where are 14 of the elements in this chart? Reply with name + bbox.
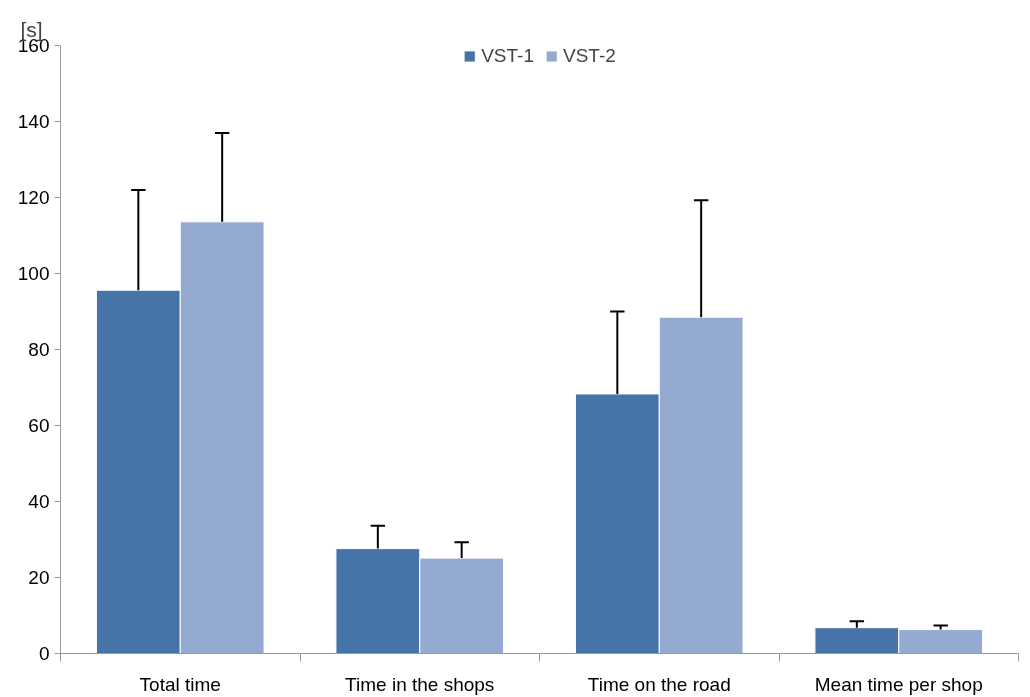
legend-label: VST-2 [563, 45, 616, 67]
x-tick-label: Total time [139, 673, 221, 695]
x-tick-label: Mean time per shop [814, 673, 983, 695]
y-tick-label: 120 [17, 187, 50, 208]
y-tick-label: 60 [28, 415, 50, 436]
x-tick-label: Time in the shops [345, 673, 495, 695]
y-tick-label: 20 [28, 567, 50, 588]
x-tick-label: Time on the road [587, 673, 731, 695]
y-tick-label: 80 [28, 339, 50, 360]
y-tick-label: 40 [28, 491, 50, 512]
legend-label: VST-1 [481, 45, 534, 67]
y-tick-label: 100 [17, 263, 50, 284]
y-tick-label: 140 [17, 111, 50, 132]
y-tick-label: 0 [38, 643, 50, 664]
